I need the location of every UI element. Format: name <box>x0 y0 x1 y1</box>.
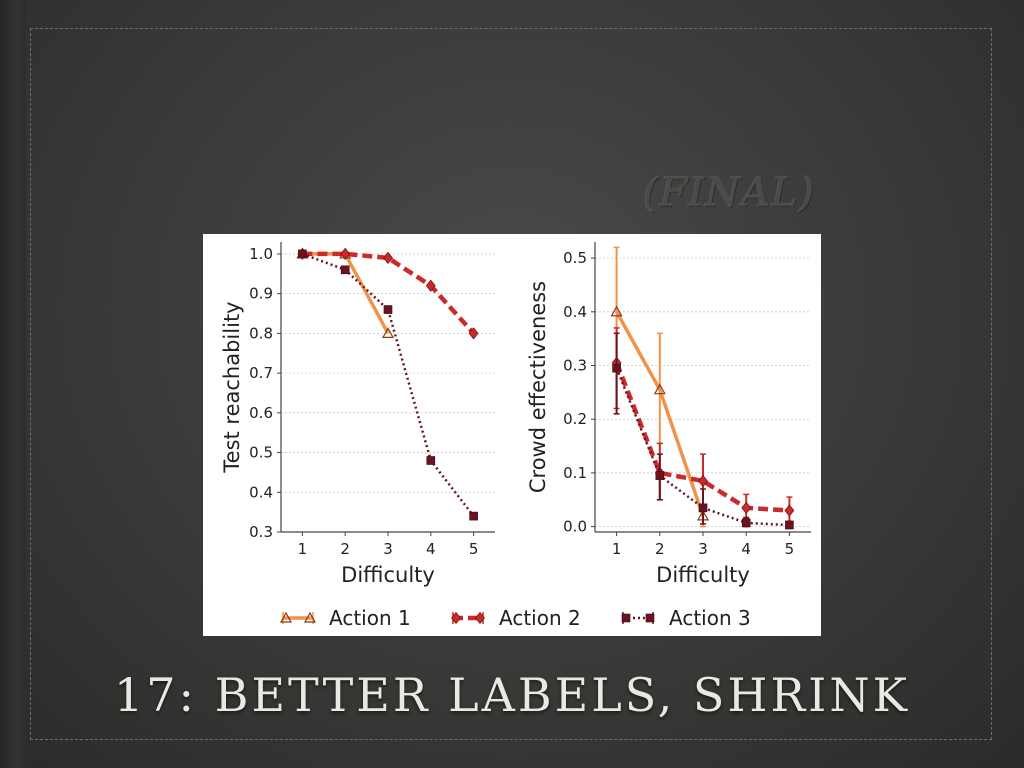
chart-legend: Action 1 Action 2 Action 3 <box>279 606 751 630</box>
data-point <box>653 383 666 395</box>
data-point <box>610 305 623 317</box>
legend-marker <box>645 613 655 623</box>
x-tick-label: 4 <box>741 540 751 558</box>
data-point <box>340 265 350 275</box>
legend-marker <box>303 611 317 623</box>
legend-item: Action 1 <box>279 606 411 630</box>
x-tick-label: 3 <box>698 540 708 558</box>
y-tick-label: 0.4 <box>249 483 273 501</box>
series-line <box>302 251 476 335</box>
legend-label: Action 3 <box>669 606 751 630</box>
series-line <box>301 252 475 517</box>
y-tick-label: 0.1 <box>563 464 587 482</box>
data-point <box>698 474 708 488</box>
x-tick-label: 5 <box>469 540 479 558</box>
series-action-3 <box>612 332 794 530</box>
y-tick-label: 0.7 <box>249 364 273 382</box>
chart-figure: 0.3 0.4 0.5 0.6 0.7 0.8 0.9 1.0 1 2 3 4 5 Difficulty T… <box>203 234 821 636</box>
data-point <box>741 501 752 514</box>
series-action-1 <box>296 247 395 338</box>
slide-spine <box>0 0 26 768</box>
data-point <box>785 520 794 530</box>
data-point <box>340 247 351 261</box>
legend-marker <box>621 613 631 623</box>
y-tick-label: 1.0 <box>249 245 273 263</box>
legend-label: Action 2 <box>499 606 581 630</box>
data-point <box>425 279 436 292</box>
y-tick-label: 0.0 <box>563 518 587 536</box>
data-point <box>612 363 621 373</box>
y-tick-label: 0.8 <box>249 324 273 342</box>
legend-marker <box>451 611 461 625</box>
y-tick-label: 0.3 <box>249 523 273 541</box>
slide-title: 17: BETTER LABELS, SHRINK <box>114 668 910 722</box>
data-point <box>426 456 436 465</box>
y-axis-label: Test reachability <box>220 301 244 473</box>
chart-canvas: 0.3 0.4 0.5 0.6 0.7 0.8 0.9 1.0 1 2 3 4 5 Difficulty T… <box>220 242 811 630</box>
series-action-3 <box>298 249 478 521</box>
data-point <box>741 518 751 528</box>
y-tick-label: 0.2 <box>563 410 587 428</box>
data-point <box>655 471 665 480</box>
legend-marker <box>279 611 293 623</box>
series-line <box>615 310 705 517</box>
data-point <box>383 251 393 265</box>
data-point <box>469 511 478 521</box>
y-tick-label: 0.3 <box>563 357 587 375</box>
chart-panel-1: 0.3 0.4 0.5 0.6 0.7 0.8 0.9 1.0 1 2 3 4 5 Difficulty T… <box>220 242 495 587</box>
x-tick-label: 2 <box>340 540 350 558</box>
legend-item: Action 3 <box>621 606 751 630</box>
data-point <box>383 305 393 314</box>
x-tick-label: 4 <box>426 540 436 558</box>
slide-subtitle: (FINAL) <box>642 170 815 216</box>
legend-label: Action 1 <box>329 606 411 630</box>
data-point <box>784 504 795 517</box>
chart-panel-2: 0.0 0.1 0.2 0.3 0.4 0.5 1 2 3 4 5 Difficulty Crowd e… <box>526 242 811 587</box>
x-tick-label: 2 <box>655 540 665 558</box>
data-point <box>298 249 307 259</box>
y-tick-label: 0.9 <box>249 285 273 303</box>
x-tick-label: 3 <box>383 540 393 558</box>
legend-marker <box>475 611 485 625</box>
x-axis-label: Difficulty <box>656 563 750 587</box>
y-tick-label: 0.4 <box>563 303 587 321</box>
x-tick-label: 1 <box>612 540 622 558</box>
series-line <box>614 362 790 513</box>
data-point <box>698 503 708 513</box>
y-tick-label: 0.6 <box>249 404 273 422</box>
x-axis-label: Difficulty <box>341 563 435 587</box>
x-tick-label: 5 <box>785 540 795 558</box>
x-tick-label: 1 <box>298 540 308 558</box>
y-tick-label: 0.5 <box>249 444 273 462</box>
legend-item: Action 2 <box>451 606 581 630</box>
data-point <box>468 327 479 340</box>
y-axis-label: Crowd effectiveness <box>526 281 550 493</box>
y-tick-label: 0.5 <box>563 249 587 267</box>
data-point <box>381 327 395 338</box>
